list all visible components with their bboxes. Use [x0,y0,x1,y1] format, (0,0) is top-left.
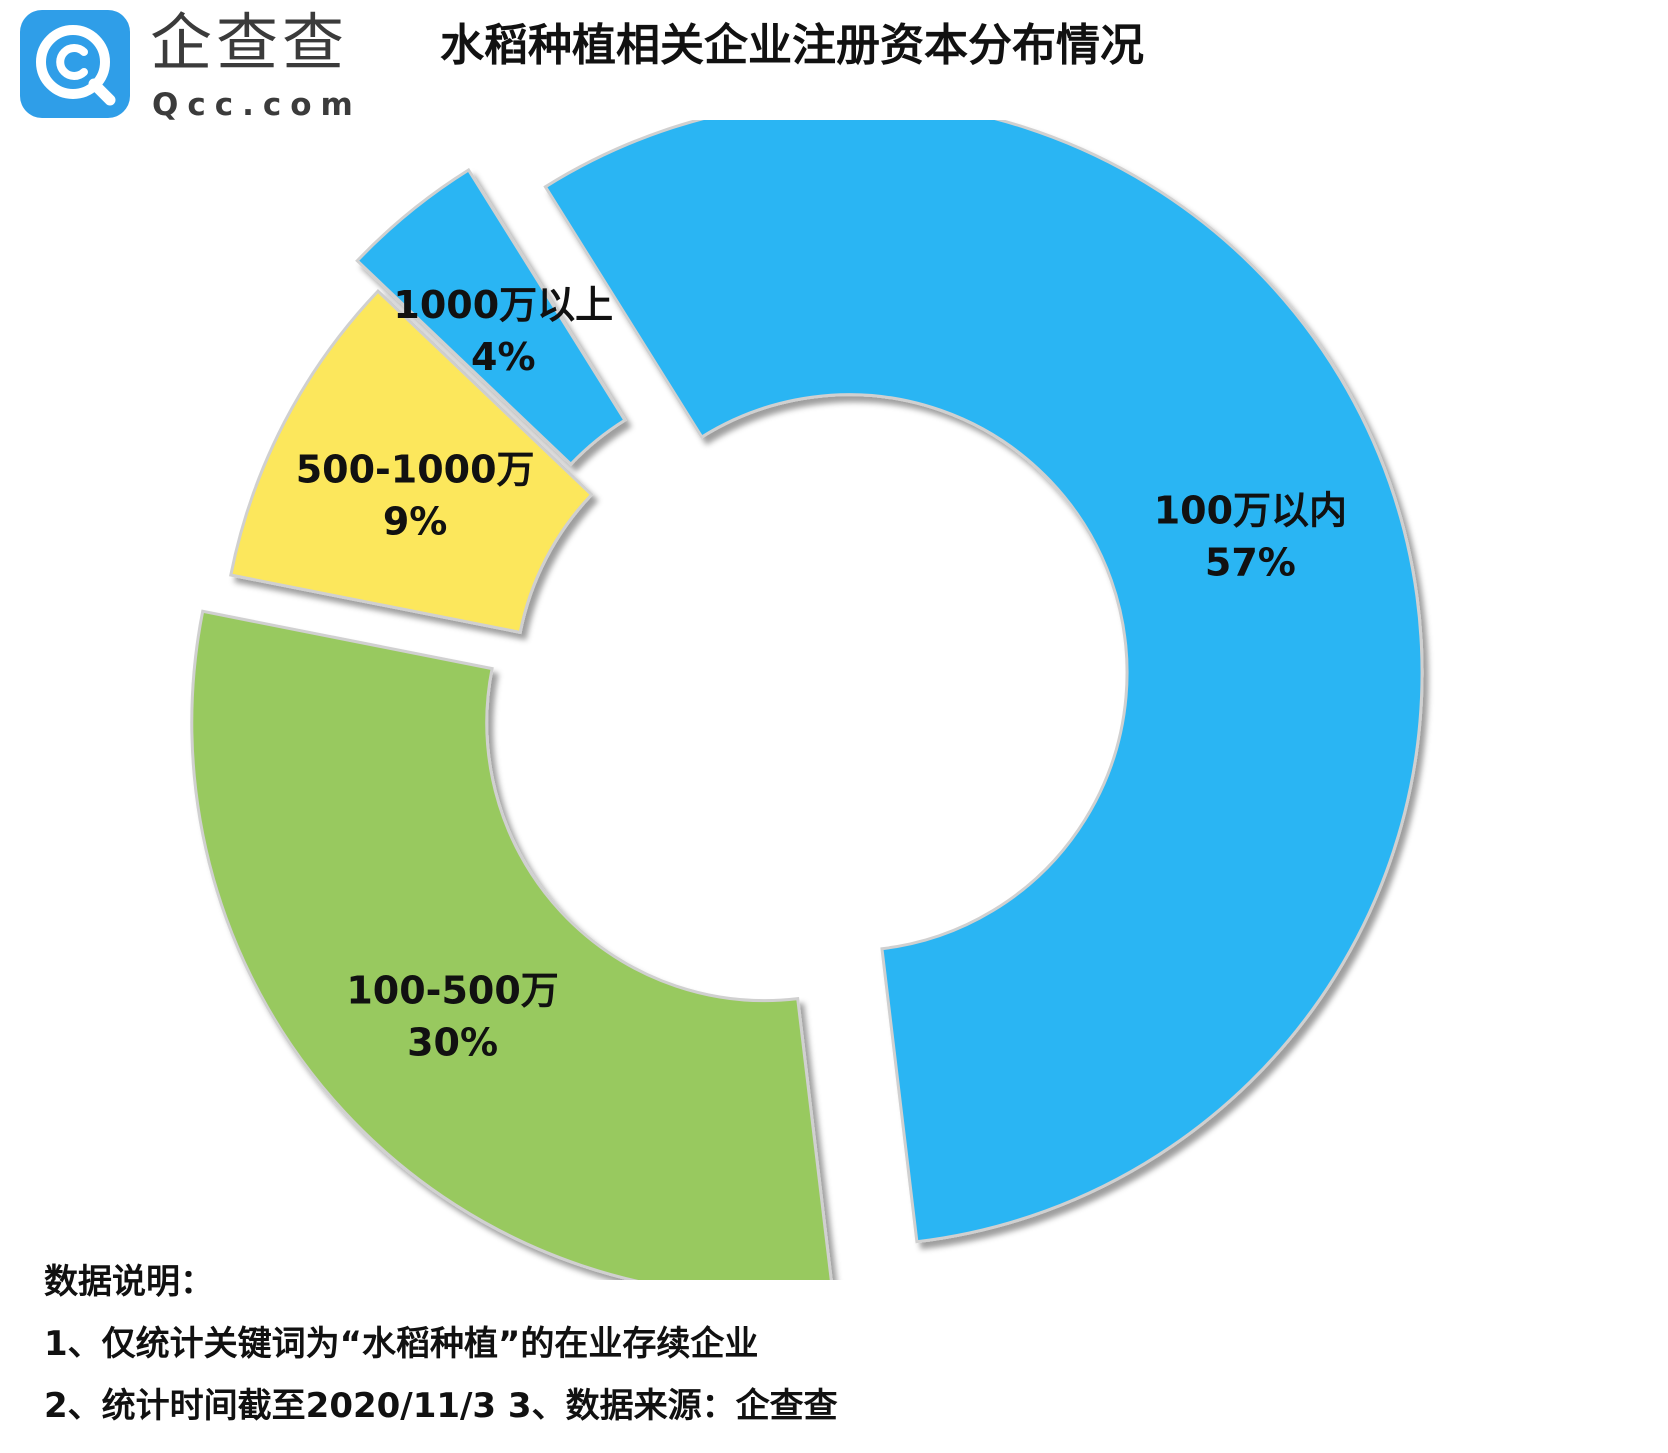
slice-value-1: 57% [1205,540,1296,584]
slice-label-4: 1000万以上 [393,283,613,327]
donut-chart: 100万以内 57% 100-500万 30% 500-1000万 9% 1000万以上 4% [190,120,1424,1280]
notes-line-2: 2、统计时间截至2020/11/3 3、数据来源：企查查 [44,1386,838,1426]
slice-label-2: 100-500万 [346,969,558,1013]
slice-label-3: 500-1000万 [296,448,535,492]
slice-value-2: 30% [407,1021,498,1065]
qcc-logo: 企查查 Qcc.com [18,6,358,122]
slice-4[interactable] [355,167,627,467]
notes-line-1: 1、仅统计关键词为“水稻种植”的在业存续企业 [44,1324,759,1364]
slice-1[interactable] [543,120,1424,1244]
notes-heading: 数据说明： [44,1262,214,1302]
chart-title: 水稻种植相关企业注册资本分布情况 [440,20,1144,71]
qcc-logo-icon [20,10,130,118]
slice-label-1: 100万以内 [1154,488,1347,532]
slice-3[interactable] [229,289,594,635]
slice-value-4: 4% [471,335,536,379]
slice-value-3: 9% [383,500,448,544]
slice-2[interactable] [190,609,833,1280]
data-notes: 数据说明： 1、仅统计关键词为“水稻种植”的在业存续企业 2、统计时间截至202… [44,1262,1624,1448]
logo-text-en: Qcc.com [152,87,362,123]
logo-text-cn: 企查查 [150,6,349,79]
